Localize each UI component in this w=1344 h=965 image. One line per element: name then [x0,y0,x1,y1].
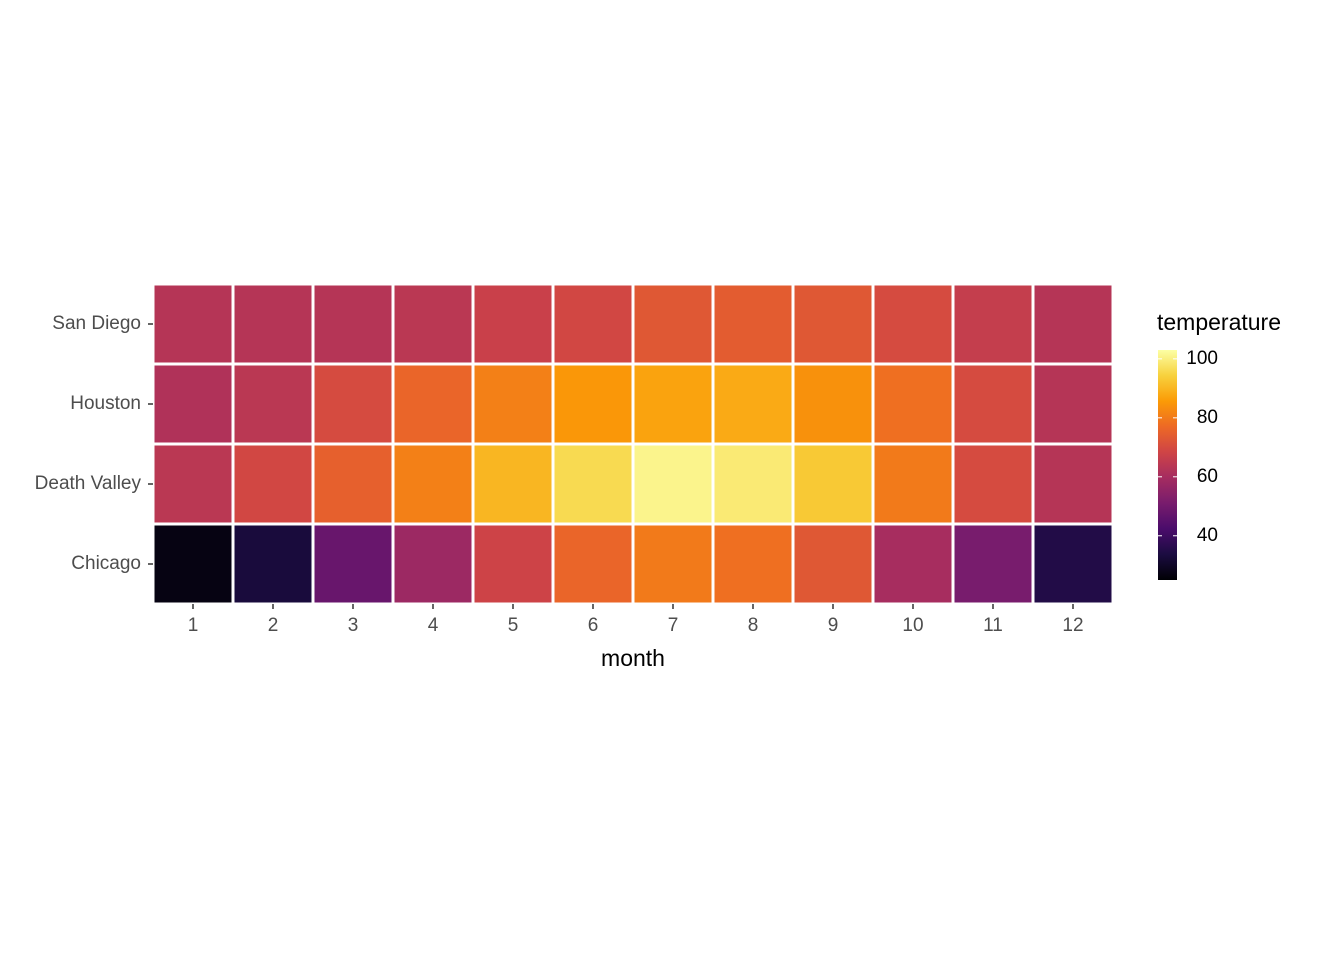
tile [231,522,315,606]
tile [471,522,555,606]
tile [631,522,715,606]
tile [1031,282,1115,366]
y-tick-label: Houston [70,393,141,414]
x-axis-title: month [601,645,665,671]
tile [791,282,875,366]
tile [631,282,715,366]
legend-label: 80 [1197,407,1218,428]
tile [151,282,235,366]
tile [551,442,635,526]
x-tick-label: 1 [188,615,199,636]
legend-label: 100 [1186,348,1218,369]
tile [311,362,395,446]
y-tick-label: San Diego [52,313,141,334]
x-tick-label: 7 [668,615,679,636]
x-tick-label: 6 [588,615,599,636]
y-tick-label: Death Valley [35,473,142,494]
legend-label: 60 [1197,466,1218,487]
tile [471,362,555,446]
colorbar [1158,350,1177,580]
tile [391,362,475,446]
tile [871,522,955,606]
tile [871,362,955,446]
tile [1031,442,1115,526]
tile [311,282,395,366]
legend-title: temperature [1157,309,1281,335]
x-tick-label: 10 [902,615,923,636]
tile [711,362,795,446]
x-tick-label: 8 [748,615,759,636]
x-tick-label: 12 [1062,615,1083,636]
tile [951,362,1035,446]
tile [871,282,955,366]
x-tick-label: 3 [348,615,359,636]
tile [791,362,875,446]
x-tick-label: 9 [828,615,839,636]
tile [311,442,395,526]
tile [231,282,315,366]
tile [631,362,715,446]
tile [711,442,795,526]
tile [311,522,395,606]
tile [551,522,635,606]
tile [391,522,475,606]
tile [711,282,795,366]
tile [1031,362,1115,446]
x-tick-label: 11 [983,615,1003,636]
tile [1031,522,1115,606]
tile [551,282,635,366]
tile [391,282,475,366]
x-tick-label: 5 [508,615,519,636]
tile [551,362,635,446]
tile [231,442,315,526]
tile [951,282,1035,366]
tile [151,362,235,446]
legend-label: 40 [1197,525,1218,546]
tile [151,442,235,526]
x-tick-label: 2 [268,615,279,636]
tile [151,522,235,606]
tile [951,442,1035,526]
tile [471,282,555,366]
tile [791,442,875,526]
tile [951,522,1035,606]
tile [871,442,955,526]
y-tick-label: Chicago [71,553,141,574]
x-tick-label: 4 [428,615,439,636]
tile [471,442,555,526]
tile [631,442,715,526]
tile [711,522,795,606]
tile [391,442,475,526]
tile [791,522,875,606]
tile [231,362,315,446]
